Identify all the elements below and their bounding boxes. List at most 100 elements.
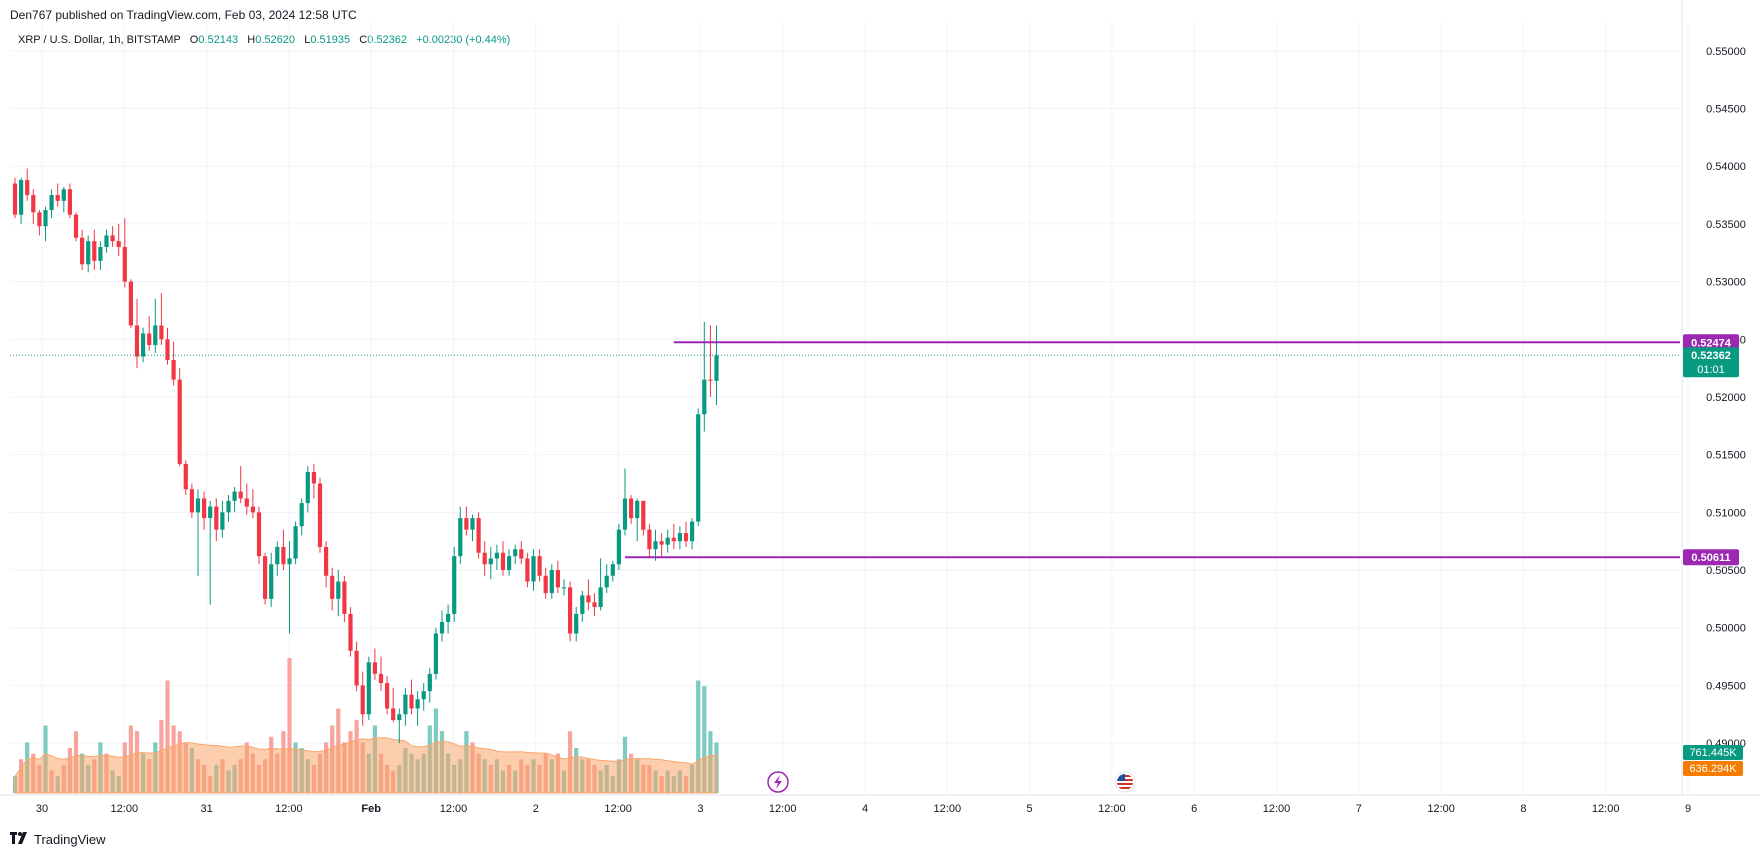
price-tick-label: 0.51500 xyxy=(1706,450,1746,462)
candle-body xyxy=(519,549,524,559)
candle-body xyxy=(214,506,219,530)
candle-body xyxy=(659,541,664,545)
candle-body xyxy=(55,195,60,201)
candle-body xyxy=(336,581,341,599)
change-value: +0.00230 (+0.44%) xyxy=(416,34,511,46)
axis-badges: 0.52474 0.50611 0.52362 01:01 761.445K 636.29… xyxy=(1683,334,1743,776)
candle-body xyxy=(574,613,579,634)
candle-body xyxy=(263,556,268,599)
time-tick-label: 12:00 xyxy=(1592,803,1620,815)
candle-body xyxy=(116,241,121,247)
candle-body xyxy=(19,180,24,215)
volume-ma-badge xyxy=(1683,761,1743,776)
level-badge xyxy=(1683,549,1739,566)
candle-body xyxy=(43,210,48,227)
volume-bar xyxy=(702,686,707,793)
last-price-label: 0.52362 xyxy=(1691,350,1731,362)
candle-body xyxy=(299,503,304,527)
candle-body xyxy=(226,500,231,513)
time-tick-label: 5 xyxy=(1027,803,1033,815)
horizontal-levels[interactable] xyxy=(10,341,1680,559)
candle-body xyxy=(98,246,103,261)
candle-body xyxy=(629,498,634,519)
time-tick-label: 12:00 xyxy=(275,803,303,815)
candle-body xyxy=(470,518,475,530)
candle-body xyxy=(683,533,689,542)
high-value: 0.52620 xyxy=(255,34,296,46)
candle-body xyxy=(635,500,640,519)
candle-body xyxy=(415,699,420,709)
candle-body xyxy=(366,662,371,715)
candle-body xyxy=(104,235,109,247)
candle-body xyxy=(324,546,329,576)
candle-body xyxy=(677,533,682,542)
candle-body xyxy=(690,521,695,542)
lightning-event-icon[interactable] xyxy=(767,771,789,793)
last-volume-badge xyxy=(1683,745,1743,760)
time-tick-label: 12:00 xyxy=(1427,803,1455,815)
tradingview-brand: TradingView xyxy=(34,832,106,847)
low-label: L xyxy=(304,34,311,46)
event-markers[interactable] xyxy=(767,771,1136,793)
time-tick-label: 12:00 xyxy=(440,803,468,815)
candle-body xyxy=(397,714,402,721)
candle-body xyxy=(208,506,213,519)
candle-body xyxy=(141,333,146,357)
candle-body xyxy=(482,552,487,565)
candle-body xyxy=(250,506,255,513)
candle-body xyxy=(165,339,170,361)
candle-body xyxy=(31,195,36,213)
candle-body xyxy=(153,325,158,346)
candles xyxy=(12,168,719,744)
time-tick-label: 12:00 xyxy=(1263,803,1291,815)
tradingview-footer[interactable]: TradingView xyxy=(10,832,106,847)
volume-ma-label: 636.294K xyxy=(1689,763,1737,775)
price-tick-label: 0.54000 xyxy=(1706,161,1746,173)
candle-body xyxy=(92,241,97,261)
candle-body xyxy=(702,379,707,415)
candle-body xyxy=(622,498,628,530)
candle-body xyxy=(653,541,658,550)
candle-body xyxy=(269,564,274,599)
symbol-title[interactable]: XRP / U.S. Dollar, 1h, BITSTAMP xyxy=(18,34,181,46)
candle-body xyxy=(568,587,573,634)
candle-body xyxy=(537,556,542,576)
price-axis[interactable]: 0.550000.545000.540000.535000.530000.525… xyxy=(1681,0,1746,795)
candle-body xyxy=(25,180,30,196)
candle-body xyxy=(439,621,445,634)
grid-lines xyxy=(10,22,1689,795)
candle-body xyxy=(391,708,396,721)
candle-body xyxy=(37,212,42,227)
candle-body xyxy=(500,552,506,571)
low-value: 0.51935 xyxy=(310,34,351,46)
candle-body xyxy=(433,633,438,674)
candle-body xyxy=(281,546,286,565)
candle-body xyxy=(311,471,316,484)
level-badge-label: 0.50611 xyxy=(1691,552,1730,564)
volume-ma-area xyxy=(14,737,717,794)
candle-body xyxy=(513,549,518,557)
candle-body xyxy=(696,414,701,522)
candle-body xyxy=(147,333,152,346)
time-tick-label: Feb xyxy=(361,803,381,815)
close-label: C xyxy=(359,34,368,46)
candle-body xyxy=(183,463,188,490)
candle-body xyxy=(610,564,615,576)
time-axis[interactable]: 30 12:00 31 12:00 Feb 12:00 2 12:00 3 12:00 4 12:00… xyxy=(0,794,1760,815)
us-flag-icon[interactable] xyxy=(1114,771,1136,793)
candle-body xyxy=(275,546,280,565)
candle-body xyxy=(134,325,140,357)
candle-body xyxy=(372,662,377,674)
candle-body xyxy=(671,537,676,542)
candle-body xyxy=(189,489,194,513)
level-badge-label: 0.52474 xyxy=(1691,337,1732,349)
candle-body xyxy=(616,529,621,565)
candle-body xyxy=(604,575,609,588)
countdown-label: 01:01 xyxy=(1697,364,1725,376)
price-tick-label: 0.53000 xyxy=(1706,277,1746,289)
time-tick-label: 12:00 xyxy=(1098,803,1126,815)
volume-bar xyxy=(287,658,292,793)
candle-body xyxy=(195,498,201,513)
candle-body xyxy=(86,241,91,265)
